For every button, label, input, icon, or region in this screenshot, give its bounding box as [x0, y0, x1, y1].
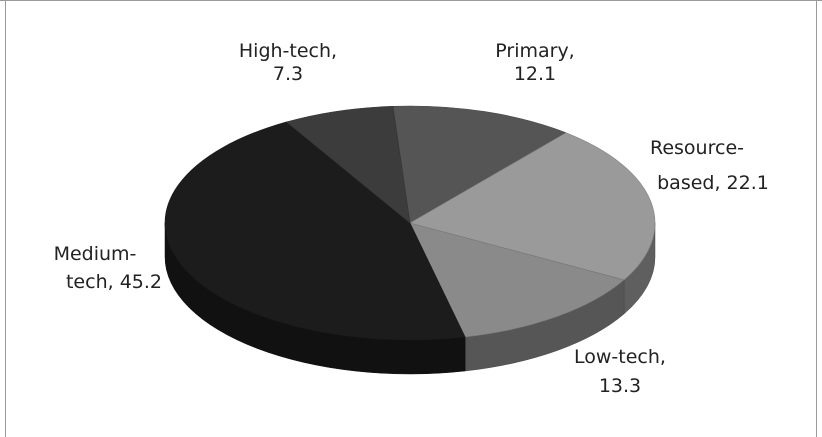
label-primary-value: 12.1	[514, 63, 556, 85]
label-medium-tech-name: Medium-	[54, 243, 137, 265]
label-medium-tech-value: tech, 45.2	[66, 271, 162, 293]
label-high-tech-value: 7.3	[273, 63, 303, 85]
label-primary-name: Primary,	[495, 40, 574, 62]
label-resource-based-value: based, 22.1	[657, 172, 769, 194]
label-low-tech-name: Low-tech,	[574, 346, 666, 368]
pie-top	[164, 105, 656, 341]
pie-slice-resource-based	[409, 132, 656, 281]
label-resource-based-name: Resource-	[650, 137, 744, 159]
pie-slice-primary	[392, 105, 567, 224]
pie-slice-medium-tech	[164, 121, 466, 341]
pie-slice-low-tech	[409, 222, 625, 338]
label-high-tech-name: High-tech,	[239, 40, 337, 62]
label-low-tech-value: 13.3	[599, 375, 641, 397]
pie-slice-high-tech	[285, 105, 411, 224]
